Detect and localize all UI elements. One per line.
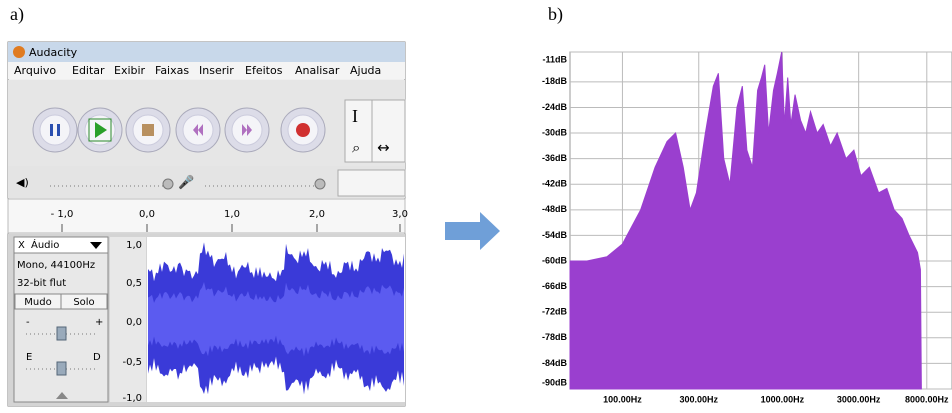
panel-label: b) [548, 4, 563, 25]
svg-text:⌕: ⌕ [352, 139, 360, 157]
amplitude-label: 1,0 [126, 240, 142, 251]
x-tick-label: 100.00Hz [603, 394, 642, 404]
arrow [445, 212, 500, 250]
svg-text:◀): ◀) [16, 176, 29, 189]
ruler-label: - 1,0 [51, 209, 74, 220]
x-tick-label: 8000.00Hz [905, 394, 949, 404]
track-name[interactable]: Áudio [31, 238, 59, 251]
menu-item[interactable]: Arquivo [14, 64, 56, 77]
audacity-window: Audacity Arquivo Editar Exibir Faixas Inseri… [8, 42, 408, 406]
y-tick-label: -90dB [542, 377, 568, 387]
y-tick-label: -72dB [542, 307, 568, 317]
menu-item[interactable]: Inserir [199, 64, 234, 77]
mute-button[interactable]: Mudo [24, 297, 51, 308]
y-tick-label: -24dB [542, 102, 568, 112]
amplitude-label: 0,5 [126, 278, 142, 289]
figure: a) b) Audacity Arquivo Editar Exibir Faixas… [0, 0, 952, 409]
menu-item[interactable]: Analisar [295, 64, 340, 77]
track-info: 32-bit flut [17, 278, 66, 289]
x-tick-label: 1000.00Hz [761, 394, 805, 404]
y-tick-label: -54dB [542, 230, 568, 240]
icon [296, 123, 310, 137]
pan-left: E [26, 352, 32, 363]
y-tick-label: -84dB [542, 358, 568, 368]
icon [57, 124, 60, 136]
ruler-label: 1,0 [224, 209, 240, 220]
y-tick-label: -60dB [542, 255, 568, 265]
menu-item[interactable]: Faixas [155, 64, 189, 77]
solo-button[interactable]: Solo [73, 297, 94, 308]
app-icon [13, 46, 25, 58]
x-tick-label: 300.00Hz [679, 394, 718, 404]
menu-item[interactable]: Exibir [114, 64, 146, 77]
tools: I ⌕ ↔ [345, 100, 405, 162]
y-tick-label: -36dB [542, 153, 568, 163]
icon [142, 124, 154, 136]
y-tick-label: -48dB [542, 204, 568, 214]
gain-min: - [26, 317, 30, 328]
ruler-label: 0,0 [139, 209, 155, 220]
window-title: Audacity [29, 46, 78, 59]
x-tick-label: 3000.00Hz [837, 394, 881, 404]
svg-text:I: I [352, 106, 358, 126]
gain-max: + [95, 317, 103, 328]
menu-item[interactable]: Efeitos [245, 64, 283, 77]
icon [50, 124, 53, 136]
y-tick-label: -11dB [542, 54, 567, 64]
ruler-label: 3,0 [392, 209, 408, 220]
pan-right: D [93, 352, 101, 363]
gain-thumb[interactable] [57, 327, 66, 340]
track-info: Mono, 44100Hz [17, 260, 95, 271]
menu-item[interactable]: Editar [72, 64, 105, 77]
svg-text:↔: ↔ [377, 139, 390, 157]
y-tick-label: -18dB [542, 76, 568, 86]
svg-text:🎤: 🎤 [178, 174, 194, 191]
close-button[interactable]: X [18, 240, 25, 251]
amplitude-label: -1,0 [122, 393, 142, 404]
panel-label: a) [10, 4, 24, 25]
y-tick-label: -42dB [542, 179, 568, 189]
y-tick-label: -66dB [542, 281, 568, 291]
pan-thumb[interactable] [57, 362, 66, 375]
button-face [40, 115, 70, 145]
amplitude-label: -0,5 [122, 357, 142, 368]
menu-item[interactable]: Ajuda [350, 64, 381, 77]
amplitude-label: 0,0 [126, 317, 142, 328]
ruler-label: 2,0 [309, 209, 325, 220]
y-tick-label: -30dB [542, 127, 568, 137]
y-tick-label: -78dB [542, 332, 568, 342]
